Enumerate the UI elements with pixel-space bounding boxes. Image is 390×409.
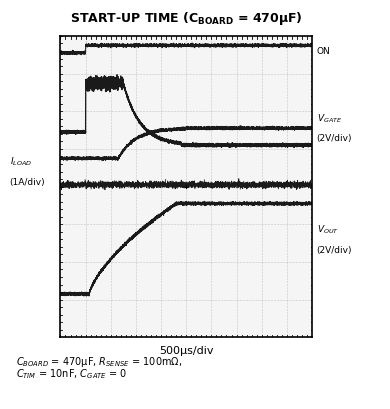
Text: ON: ON <box>317 47 330 56</box>
Text: $C_{BOARD}$ = 470µF, $R_{SENSE}$ = 100mΩ,: $C_{BOARD}$ = 470µF, $R_{SENSE}$ = 100mΩ… <box>16 354 182 368</box>
Text: (1A/div): (1A/div) <box>10 178 45 187</box>
Text: (2V/div): (2V/div) <box>317 245 352 254</box>
Text: $C_{TIM}$ = 10nF, $C_{GATE}$ = 0: $C_{TIM}$ = 10nF, $C_{GATE}$ = 0 <box>16 366 127 380</box>
Text: 500µs/div: 500µs/div <box>159 346 214 355</box>
Text: $V_{OUT}$: $V_{OUT}$ <box>317 223 339 235</box>
Text: START-UP TIME ($\mathbf{C_{BOARD}}$ = 470µF): START-UP TIME ($\mathbf{C_{BOARD}}$ = 47… <box>70 10 303 27</box>
Text: (2V/div): (2V/div) <box>317 134 352 143</box>
Text: $V_{GATE}$: $V_{GATE}$ <box>317 112 342 125</box>
Text: $I_{LOAD}$: $I_{LOAD}$ <box>10 155 32 168</box>
